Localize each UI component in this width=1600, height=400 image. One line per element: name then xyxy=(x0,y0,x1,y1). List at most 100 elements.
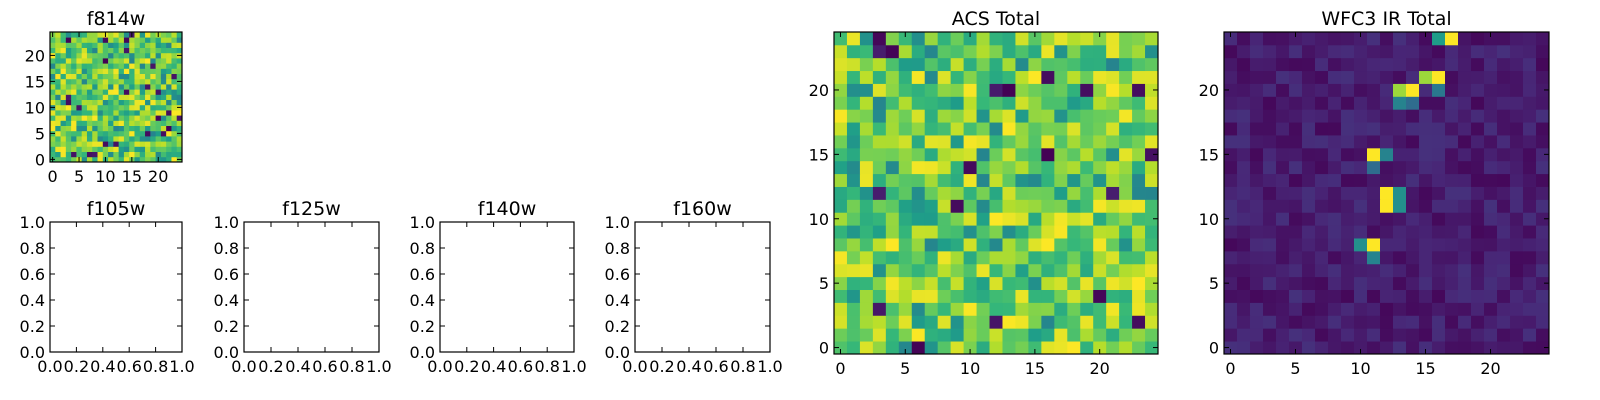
heatmap-cell xyxy=(129,68,135,74)
heatmap-cell xyxy=(118,58,125,64)
heatmap-cell xyxy=(60,120,67,126)
heatmap-cell xyxy=(123,84,130,90)
heatmap-cell xyxy=(1536,238,1550,252)
heatmap-cell xyxy=(171,73,178,80)
heatmap-cell xyxy=(145,63,151,69)
heatmap-cell xyxy=(885,341,900,355)
heatmap-cell xyxy=(989,186,1003,200)
heatmap-cell xyxy=(1132,160,1146,175)
heatmap-cell xyxy=(150,78,156,85)
heatmap-cell xyxy=(55,120,61,126)
heatmap-cell xyxy=(1041,83,1055,97)
heatmap-cell xyxy=(1419,302,1433,316)
heatmap-cell xyxy=(963,57,977,72)
x-tick-label-f105w: 1.0 xyxy=(169,357,194,376)
heatmap-cell xyxy=(139,130,146,137)
heatmap-cell xyxy=(1028,289,1042,303)
heatmap-cell xyxy=(1145,341,1159,355)
heatmap-cell xyxy=(60,32,67,38)
heatmap-cell xyxy=(1523,186,1537,200)
heatmap-cell xyxy=(846,328,861,342)
heatmap-cell xyxy=(1015,186,1029,200)
heatmap-cell xyxy=(60,84,67,90)
heatmap-cell xyxy=(171,78,178,85)
heatmap-cell xyxy=(963,122,977,136)
heatmap-cell xyxy=(963,263,977,278)
heatmap-cell xyxy=(1015,212,1029,226)
panel-title-f105w: f105w xyxy=(87,198,146,220)
heatmap-cell xyxy=(1497,263,1511,278)
heatmap-cell xyxy=(1289,328,1303,342)
heatmap-cell xyxy=(1328,341,1342,355)
heatmap-cell xyxy=(1289,96,1303,110)
heatmap-cell xyxy=(171,156,178,163)
heatmap-cell xyxy=(86,89,93,95)
heatmap-cell xyxy=(113,146,120,152)
heatmap-cell xyxy=(166,136,172,142)
heatmap-cell xyxy=(1145,225,1159,239)
heatmap-cell xyxy=(171,63,178,69)
heatmap-cell xyxy=(1432,44,1446,59)
heatmap-cell xyxy=(1015,199,1029,213)
heatmap-cell xyxy=(1041,57,1055,72)
heatmap-cell xyxy=(1419,263,1433,278)
heatmap-cell xyxy=(1367,238,1381,252)
heatmap-cell xyxy=(97,89,104,95)
heatmap-cell xyxy=(1328,109,1342,123)
heatmap-cell xyxy=(846,289,861,303)
heatmap-cell xyxy=(65,63,72,69)
heatmap-cell xyxy=(166,58,172,64)
heatmap-cell xyxy=(963,289,977,303)
heatmap-cell xyxy=(963,135,977,149)
heatmap-cell xyxy=(1328,173,1342,187)
heatmap-cell xyxy=(1067,276,1081,290)
heatmap-cell xyxy=(1393,70,1407,84)
heatmap-cell xyxy=(1080,302,1094,316)
heatmap-cell xyxy=(1341,147,1355,162)
heatmap-cell xyxy=(92,141,98,147)
heatmap-cell xyxy=(1341,122,1355,136)
heatmap-cell xyxy=(1028,109,1042,123)
heatmap-cell xyxy=(1302,212,1316,226)
heatmap-cell xyxy=(1106,289,1120,303)
heatmap-cell xyxy=(1536,44,1550,59)
heatmap-cell xyxy=(885,328,900,342)
heatmap-cell xyxy=(1380,83,1394,97)
heatmap-cell xyxy=(55,146,61,152)
heatmap-cell xyxy=(160,73,167,80)
heatmap-cell xyxy=(885,315,900,329)
heatmap-cell xyxy=(885,186,900,200)
heatmap-cell xyxy=(1484,199,1498,213)
heatmap-cell xyxy=(1315,238,1329,252)
heatmap-cell xyxy=(102,130,109,137)
heatmap-cell xyxy=(1106,263,1120,278)
heatmap-cell xyxy=(71,89,77,95)
heatmap-cell xyxy=(1354,276,1368,290)
heatmap-cell xyxy=(76,99,83,106)
heatmap-cell xyxy=(1315,225,1329,239)
heatmap-cell xyxy=(1536,109,1550,123)
heatmap-cell xyxy=(950,109,964,123)
heatmap-cell xyxy=(134,151,141,158)
heatmap-cell xyxy=(1471,302,1485,316)
heatmap-cell xyxy=(102,84,109,90)
heatmap-cell xyxy=(1497,57,1511,72)
heatmap-cell xyxy=(171,125,178,132)
heatmap-cell xyxy=(123,151,130,158)
heatmap-cell xyxy=(1536,263,1550,278)
y-tick-label-f140w: 0.6 xyxy=(410,265,435,284)
y-tick-label-f125w: 0.8 xyxy=(214,239,239,258)
heatmap-cell xyxy=(1224,289,1238,303)
heatmap-cell xyxy=(155,47,162,54)
heatmap-cell xyxy=(108,52,114,59)
heatmap-cell xyxy=(1406,122,1420,136)
heatmap-cell xyxy=(1432,57,1446,72)
heatmap-cell xyxy=(71,130,77,137)
heatmap-cell xyxy=(139,110,146,116)
axes-frame-wfc3-ir-total xyxy=(1223,31,1550,355)
heatmap-cell xyxy=(911,173,926,187)
heatmap-cell xyxy=(1510,160,1524,175)
heatmap-cell xyxy=(134,130,141,137)
heatmap-cell xyxy=(1393,238,1407,252)
heatmap-cell xyxy=(1054,70,1068,84)
